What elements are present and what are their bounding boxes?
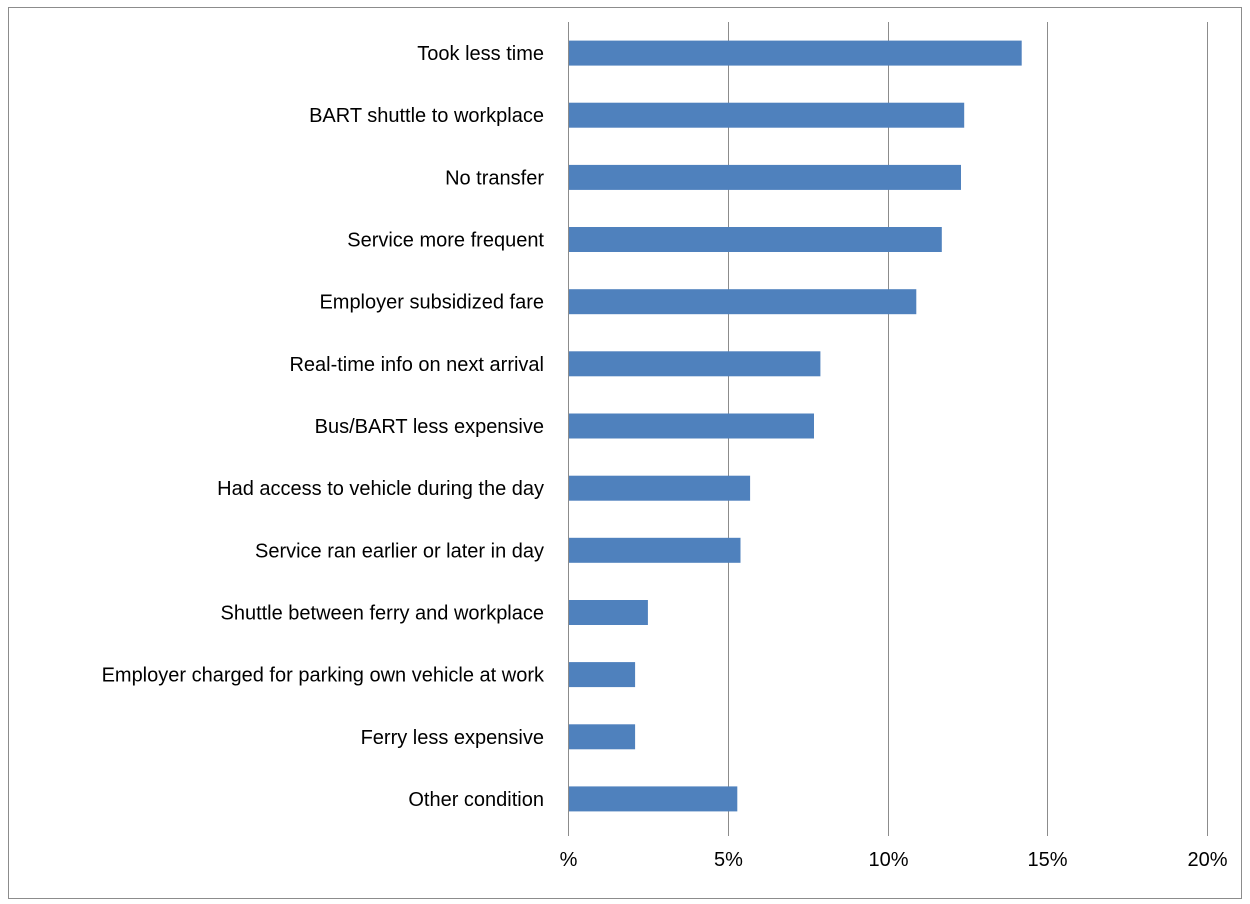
- category-label: Employer subsidized fare: [319, 292, 544, 314]
- tick-labels: % 5% 10% 15% 20%: [560, 849, 1228, 871]
- chart-frame: [8, 7, 1242, 899]
- bars: [569, 40, 1022, 812]
- bar: [569, 40, 1022, 66]
- bar: [569, 600, 648, 625]
- x-tick-label: 15%: [1027, 849, 1067, 871]
- bar: [569, 289, 917, 315]
- bar: [569, 413, 814, 439]
- category-label: Shuttle between ferry and workplace: [220, 603, 544, 625]
- bar: [569, 662, 636, 688]
- bar: [569, 475, 751, 501]
- category-label: Took less time: [417, 43, 544, 65]
- bar: [569, 351, 821, 377]
- axes: [568, 22, 1208, 836]
- bar: [569, 537, 741, 563]
- category-label: No transfer: [445, 167, 544, 189]
- x-tick-label: 20%: [1187, 849, 1227, 871]
- x-tick-label: %: [560, 849, 578, 871]
- x-tick-label: 5%: [714, 849, 743, 871]
- category-label: Had access to vehicle during the day: [217, 478, 544, 500]
- category-label: Service more frequent: [347, 230, 544, 252]
- bar: [569, 102, 965, 128]
- bar: [569, 164, 961, 190]
- category-label: Other condition: [408, 789, 544, 811]
- category-label: Service ran earlier or later in day: [255, 540, 544, 562]
- category-label: BART shuttle to workplace: [309, 105, 544, 127]
- category-label: Bus/BART less expensive: [315, 416, 544, 438]
- bar: [569, 786, 738, 812]
- category-label: Ferry less expensive: [361, 727, 544, 749]
- bar: [569, 724, 636, 750]
- category-labels: Took less time BART shuttle to workplace N…: [102, 43, 545, 811]
- bar: [569, 227, 942, 252]
- x-tick-label: 10%: [868, 849, 908, 871]
- category-label: Real-time info on next arrival: [289, 354, 544, 376]
- category-label: Employer charged for parking own vehicle…: [102, 665, 545, 687]
